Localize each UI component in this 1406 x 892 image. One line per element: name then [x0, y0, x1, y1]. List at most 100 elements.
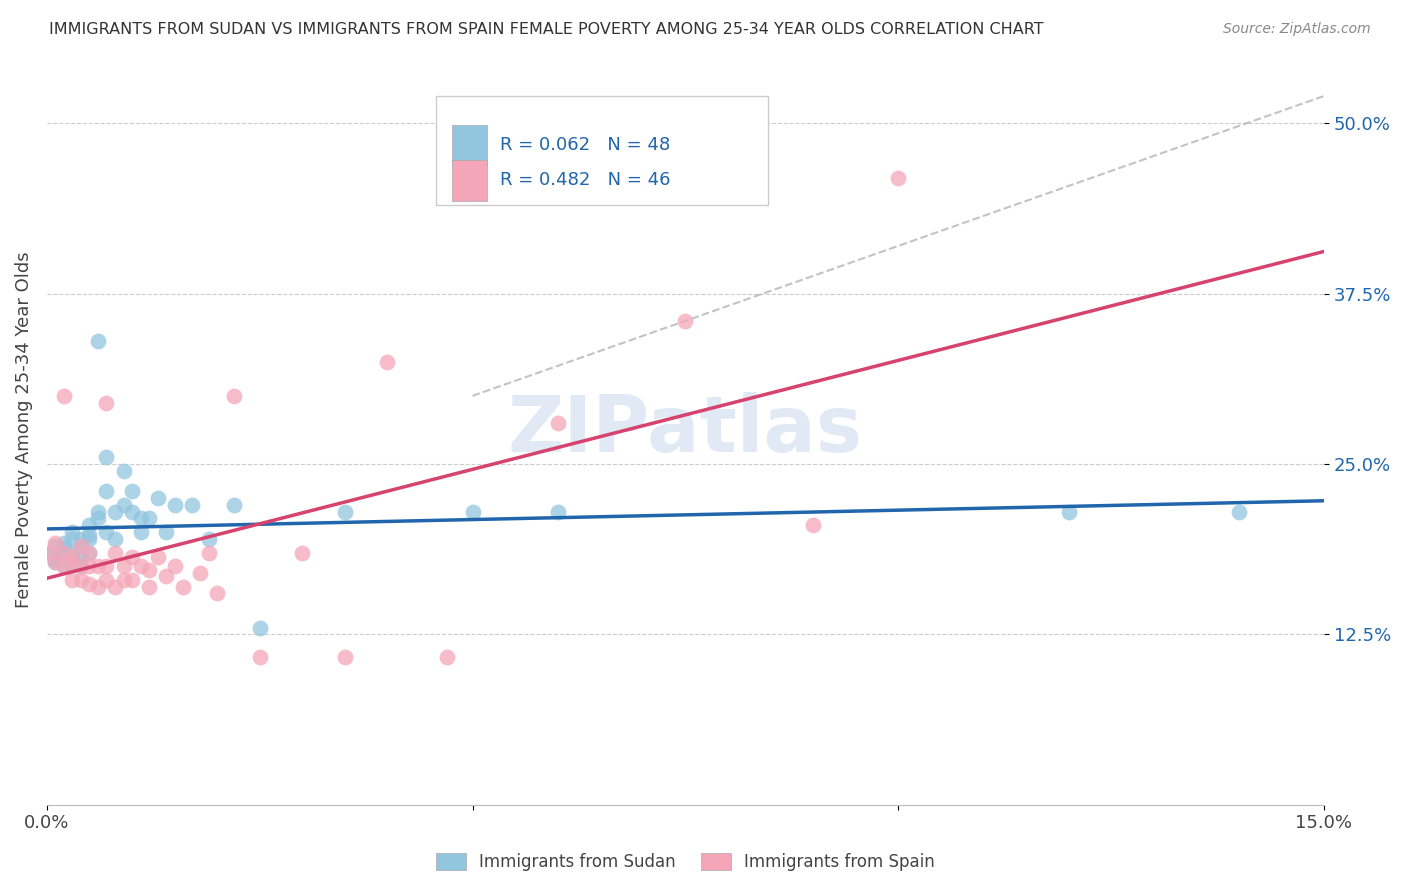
Text: Source: ZipAtlas.com: Source: ZipAtlas.com [1223, 22, 1371, 37]
Point [163, 559, 186, 574]
Point [79, 577, 101, 591]
Point [87, 511, 110, 525]
Point [138, 580, 160, 594]
Point [121, 573, 143, 587]
Point [70, 532, 93, 546]
Point [52, 541, 75, 556]
Point [146, 491, 169, 505]
Point [112, 498, 135, 512]
Point [87, 505, 110, 519]
Point [70, 539, 93, 553]
Point [70, 539, 93, 553]
Point [104, 545, 127, 559]
Point [96, 484, 118, 499]
Point [70, 559, 93, 574]
Point [112, 573, 135, 587]
Point [138, 563, 160, 577]
Point [62, 549, 84, 564]
Point [70, 559, 93, 574]
Point [121, 505, 143, 519]
Point [52, 536, 75, 550]
Point [155, 568, 177, 582]
Point [129, 511, 152, 525]
Point [44, 536, 66, 550]
Legend: Immigrants from Sudan, Immigrants from Spain: Immigrants from Sudan, Immigrants from S… [436, 853, 935, 871]
Text: IMMIGRANTS FROM SUDAN VS IMMIGRANTS FROM SPAIN FEMALE POVERTY AMONG 25-34 YEAR O: IMMIGRANTS FROM SUDAN VS IMMIGRANTS FROM… [49, 22, 1043, 37]
Point [70, 549, 93, 564]
Point [1057, 505, 1080, 519]
Point [104, 580, 127, 594]
Point [172, 580, 194, 594]
Point [44, 539, 66, 553]
Point [146, 549, 169, 564]
Point [87, 334, 110, 349]
Point [112, 464, 135, 478]
Point [52, 559, 75, 574]
Point [79, 559, 101, 574]
Text: R = 0.062   N = 48: R = 0.062 N = 48 [501, 136, 671, 154]
Point [129, 559, 152, 574]
Point [197, 532, 219, 546]
Text: R = 0.482   N = 46: R = 0.482 N = 46 [501, 171, 671, 189]
FancyBboxPatch shape [436, 96, 769, 205]
Point [52, 549, 75, 563]
Point [104, 505, 127, 519]
Point [62, 573, 84, 587]
Point [547, 505, 569, 519]
Point [96, 450, 118, 465]
Point [52, 545, 75, 559]
Point [79, 545, 101, 559]
Point [62, 545, 84, 559]
Point [188, 566, 211, 580]
Point [79, 528, 101, 542]
Point [70, 573, 93, 587]
Point [801, 518, 824, 533]
Point [1227, 505, 1250, 519]
Point [205, 586, 228, 600]
Point [333, 505, 356, 519]
Point [52, 559, 75, 574]
Point [62, 525, 84, 540]
Point [104, 532, 127, 546]
Point [87, 580, 110, 594]
Point [79, 532, 101, 546]
Point [62, 532, 84, 546]
Point [291, 545, 314, 559]
Text: ZIPatlas: ZIPatlas [508, 392, 863, 468]
Point [461, 505, 484, 519]
Bar [451, 125, 488, 166]
Point [547, 416, 569, 430]
Point [224, 498, 246, 512]
Point [96, 559, 118, 574]
Point [87, 559, 110, 574]
Point [121, 549, 143, 564]
Point [96, 395, 118, 409]
Point [163, 498, 186, 512]
Point [377, 355, 399, 369]
Point [129, 525, 152, 540]
Point [197, 545, 219, 559]
Point [44, 555, 66, 569]
Point [887, 170, 910, 185]
Point [62, 555, 84, 569]
Point [52, 389, 75, 403]
Point [112, 559, 135, 574]
Point [121, 484, 143, 499]
Bar [451, 160, 488, 202]
Point [39, 545, 62, 559]
Point [39, 545, 62, 559]
Point [436, 650, 458, 665]
Point [96, 525, 118, 540]
Point [249, 650, 271, 665]
Point [79, 545, 101, 559]
Point [333, 650, 356, 665]
Point [155, 525, 177, 540]
Point [249, 620, 271, 634]
Point [224, 389, 246, 403]
Point [96, 573, 118, 587]
Point [62, 549, 84, 564]
Point [79, 518, 101, 533]
Point [44, 555, 66, 569]
Point [673, 314, 696, 328]
Point [62, 555, 84, 569]
